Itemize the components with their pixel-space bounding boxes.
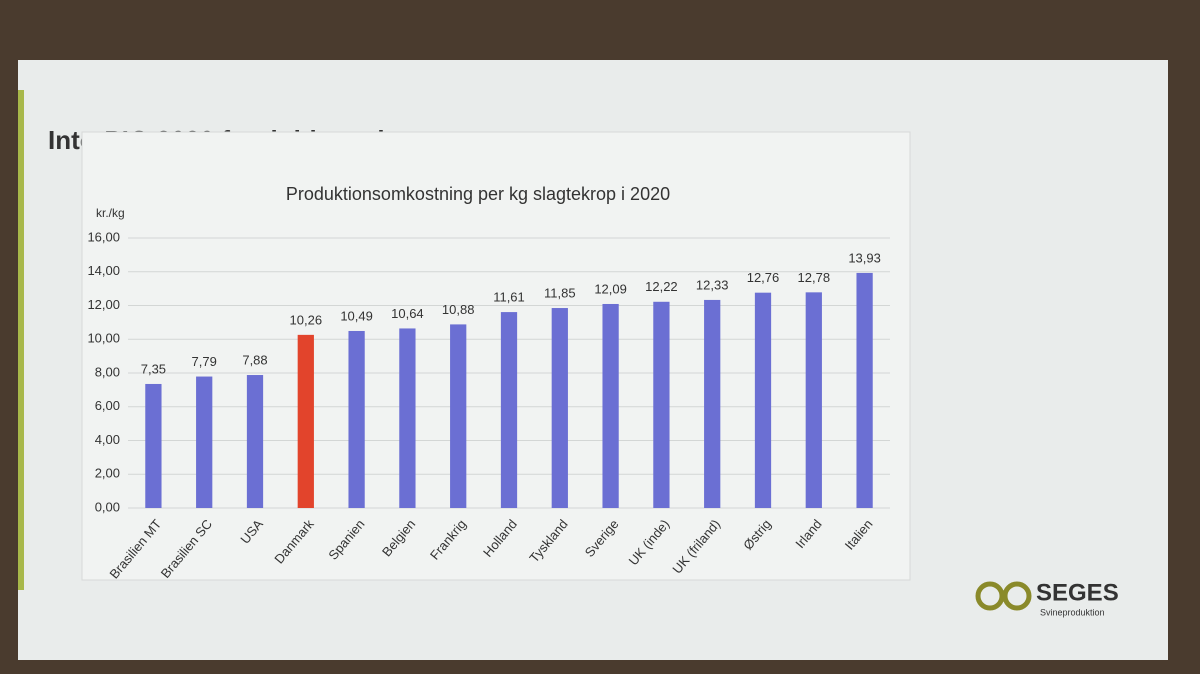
bar [246, 375, 264, 508]
y-tick-label: 16,00 [87, 229, 120, 244]
logo-text: SEGES [1036, 579, 1119, 606]
logo-ring [975, 581, 1005, 611]
y-tick-label: 2,00 [95, 466, 120, 481]
value-label: 7,79 [192, 354, 217, 369]
chart-frame [81, 131, 911, 581]
bar [602, 303, 619, 508]
bar [450, 324, 467, 508]
value-label: 12,78 [798, 270, 831, 285]
y-tick-label: 0,00 [95, 499, 120, 514]
bar [551, 308, 568, 508]
value-label: 10,26 [290, 312, 323, 327]
logo-ring [1002, 581, 1032, 611]
y-tick-label: 14,00 [87, 263, 120, 278]
value-label: 11,85 [544, 285, 576, 300]
bar [653, 301, 670, 508]
bar [348, 330, 365, 508]
y-tick-label: 12,00 [87, 297, 120, 312]
value-label: 12,33 [696, 277, 729, 292]
bar [856, 272, 873, 508]
value-label: 7,35 [141, 361, 166, 376]
bar [145, 383, 162, 508]
value-label: 7,88 [242, 352, 267, 367]
logo-subtitle: Svineproduktion [1040, 607, 1105, 617]
bar [704, 299, 721, 508]
bar [196, 376, 213, 508]
value-label: 12,09 [594, 281, 627, 296]
value-label: 13,93 [848, 250, 881, 265]
slide-accent [18, 90, 24, 590]
value-label: 11,61 [493, 290, 525, 305]
y-tick-label: 8,00 [95, 364, 120, 379]
value-label: 10,49 [340, 308, 373, 323]
chart-title: Produktionsomkostning per kg slagtekrop … [286, 184, 670, 204]
bar [805, 292, 822, 508]
bar [297, 334, 314, 508]
bar [399, 328, 416, 508]
y-tick-label: 4,00 [95, 432, 120, 447]
value-label: 10,64 [391, 306, 424, 321]
y-axis-label: kr./kg [96, 206, 125, 220]
y-tick-label: 6,00 [95, 398, 120, 413]
value-label: 12,22 [645, 279, 678, 294]
bar [500, 312, 518, 508]
bar [754, 292, 772, 508]
y-tick-label: 10,00 [87, 331, 120, 346]
value-label: 10,88 [442, 302, 475, 317]
value-label: 12,76 [747, 270, 780, 285]
